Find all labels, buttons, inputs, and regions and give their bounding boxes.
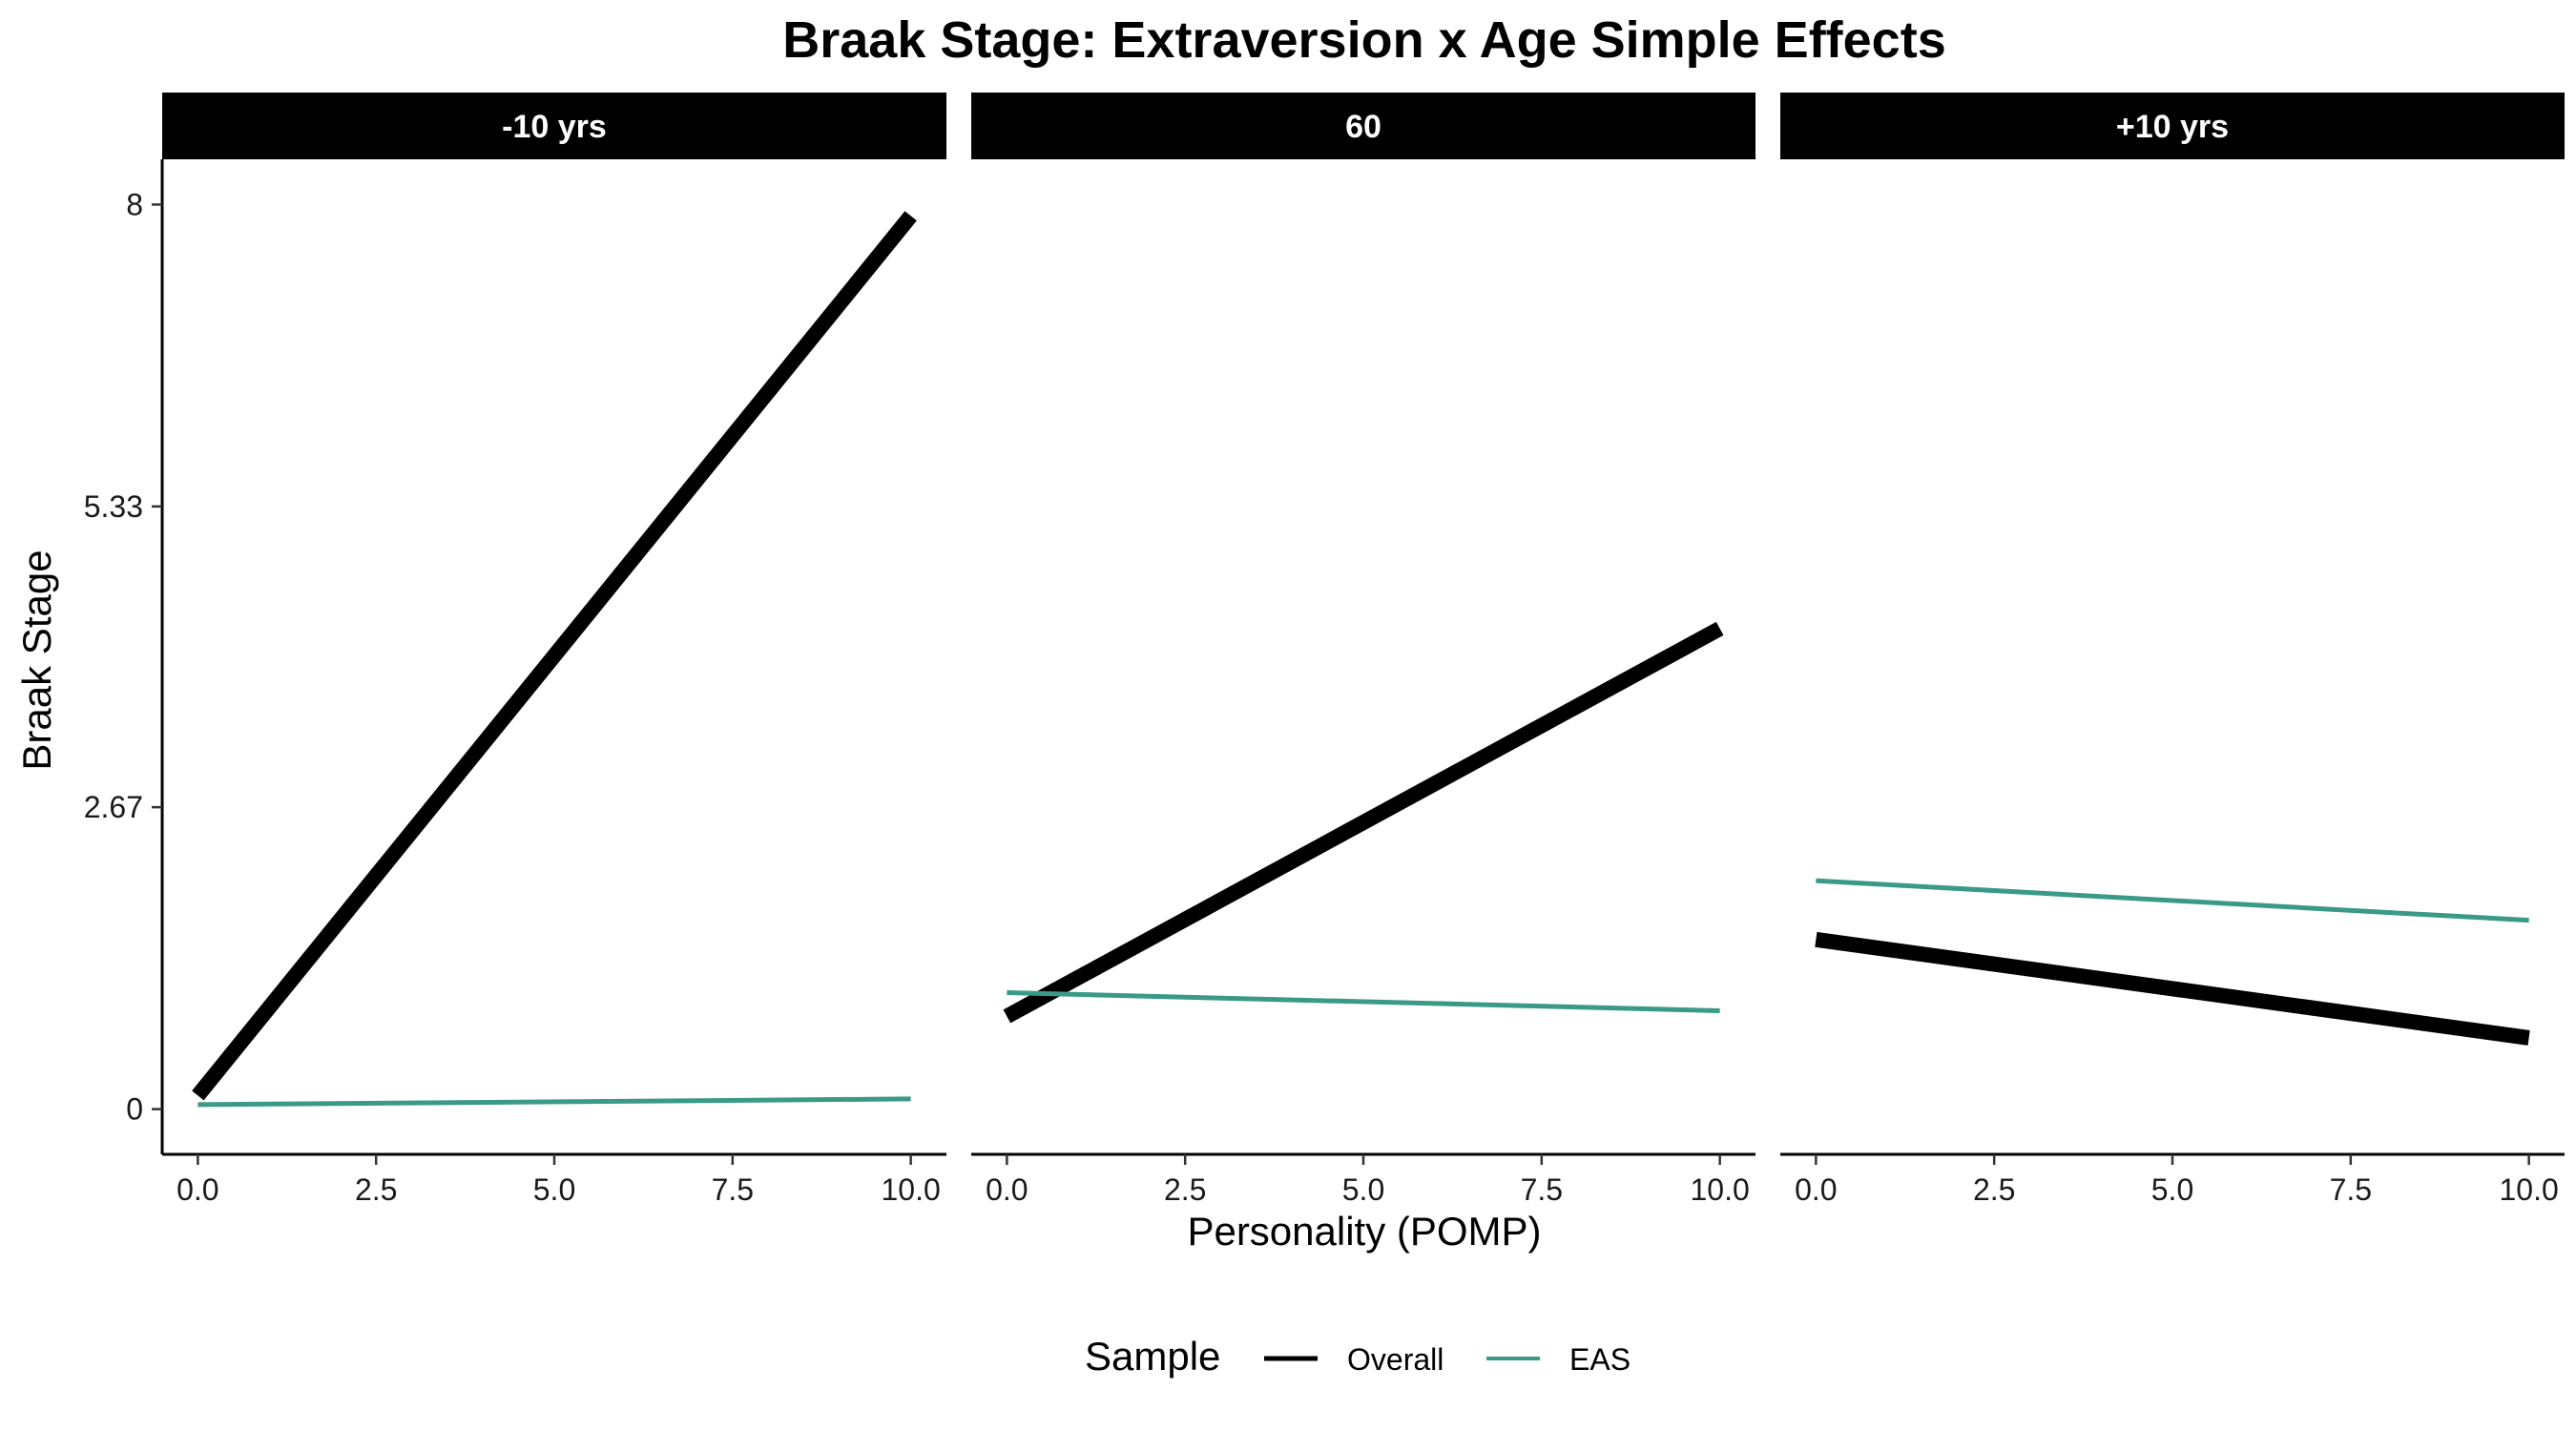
x-tick-label: 2.5 [355,1172,397,1207]
series-line-overall [1815,931,2530,1046]
x-tick-label: 10.0 [2499,1172,2558,1207]
legend-label-overall: Overall [1347,1342,1444,1377]
x-tick-label: 0.0 [986,1172,1028,1207]
facet-panel-1: -10 yrs 0.0 2.5 5.0 7.5 10.0 0 2.67 5.33 8 [84,93,946,1207]
y-axis-title: Braak Stage [14,550,59,770]
x-tick-label: 5.0 [533,1172,575,1207]
x-tick-label: 5.0 [1342,1172,1384,1207]
series-line-eas [1816,878,2529,923]
x-tick-label: 2.5 [1164,1172,1206,1207]
facet-strip-label: -10 yrs [502,109,607,145]
facet-strip-label: 60 [1345,109,1381,145]
facet-strip [1780,93,2565,159]
facet-panel-2: 60 0.0 2.5 5.0 7.5 10.0 [971,93,1755,1207]
series-line-overall [192,211,917,1101]
series-line-eas [1007,990,1720,1013]
x-tick-label: 10.0 [881,1172,940,1207]
x-tick-label: 0.0 [1795,1172,1837,1207]
x-tick-label: 2.5 [1973,1172,2015,1207]
facet-panels: -10 yrs 0.0 2.5 5.0 7.5 10.0 0 2.67 5.33 8 60 0.0 2.… [84,93,2565,1207]
x-tick-label: 5.0 [2151,1172,2193,1207]
x-tick-label: 0.0 [177,1172,218,1207]
facet-strip [971,93,1755,159]
facet-panel-3: +10 yrs 0.0 2.5 5.0 7.5 10.0 [1780,93,2565,1207]
facet-strip-label: +10 yrs [2116,109,2229,145]
x-tick-label: 7.5 [1521,1172,1563,1207]
x-tick-label: 7.5 [712,1172,754,1207]
y-tick-label: 2.67 [84,790,143,824]
chart-title: Braak Stage: Extraversion x Age Simple E… [782,11,1945,69]
legend-label-eas: EAS [1569,1342,1631,1377]
y-tick-label: 0 [126,1092,143,1127]
y-tick-label: 8 [126,187,143,221]
legend: Sample Overall EAS [1085,1334,1631,1379]
series-line-overall [1003,621,1724,1024]
y-tick-label: 5.33 [84,489,143,524]
x-tick-label: 10.0 [1690,1172,1749,1207]
legend-title: Sample [1085,1334,1220,1379]
x-axis-title: Personality (POMP) [1187,1209,1541,1254]
series-line-eas [197,1096,911,1108]
facet-strip [162,93,946,159]
x-tick-label: 7.5 [2330,1172,2372,1207]
